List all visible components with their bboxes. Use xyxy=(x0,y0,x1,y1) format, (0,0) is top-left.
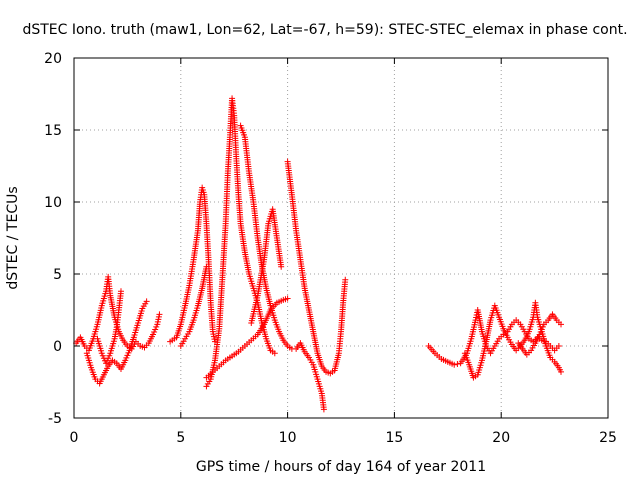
series-sat-i xyxy=(248,206,285,326)
data-point xyxy=(150,331,157,338)
series-sat-c xyxy=(94,288,124,367)
data-point xyxy=(472,317,479,324)
data-point xyxy=(278,263,285,270)
data-point xyxy=(156,311,163,318)
data-point xyxy=(103,360,110,367)
y-tick-label: -5 xyxy=(48,411,62,427)
data-point xyxy=(152,326,159,333)
series-sat-j xyxy=(284,158,349,377)
data-point xyxy=(143,298,150,305)
x-tick-label: 5 xyxy=(176,430,185,446)
y-axis-label: dSTEC / TECUs xyxy=(5,186,21,289)
data-point xyxy=(536,331,543,338)
data-point xyxy=(539,323,546,330)
x-axis-label: GPS time / hours of day 164 of year 2011 xyxy=(196,459,486,475)
data-point xyxy=(153,323,160,330)
data-point xyxy=(106,352,113,359)
data-point xyxy=(538,326,545,333)
data-point xyxy=(154,321,161,328)
axis-ticks: 0 5 10 15 20 25 -5 0 5 10 15 20 xyxy=(44,51,617,446)
series-sat-l xyxy=(461,299,565,381)
y-tick-label: 10 xyxy=(44,195,62,211)
x-tick-label: 20 xyxy=(492,430,510,446)
data-point xyxy=(211,336,218,343)
data-point xyxy=(117,288,124,295)
data-point xyxy=(125,349,132,356)
data-point xyxy=(98,350,105,357)
x-tick-label: 0 xyxy=(70,430,79,446)
data-point xyxy=(558,368,565,375)
data-point xyxy=(203,263,210,270)
series-sat-h xyxy=(203,295,291,381)
series-sat-b xyxy=(83,298,150,387)
data-point xyxy=(209,328,216,335)
data-point xyxy=(473,314,480,321)
data-point xyxy=(210,331,217,338)
data-point xyxy=(454,361,461,367)
x-tick-label: 15 xyxy=(385,430,403,446)
y-tick-label: 5 xyxy=(53,267,62,283)
series-sat-m xyxy=(515,311,565,358)
data-point xyxy=(320,406,327,413)
y-tick-label: 20 xyxy=(44,51,62,67)
series-sat-d xyxy=(167,184,218,345)
data-point xyxy=(122,357,129,364)
x-tick-label: 25 xyxy=(599,430,617,446)
data-point xyxy=(342,276,349,283)
data-point xyxy=(284,295,291,302)
data-point xyxy=(123,354,130,361)
data-point xyxy=(155,316,162,323)
data-point xyxy=(124,352,131,359)
data-point xyxy=(271,350,278,357)
data-point xyxy=(154,318,161,325)
plot-frame xyxy=(73,57,609,419)
data-point xyxy=(451,361,458,368)
data-point xyxy=(105,355,112,362)
data-point xyxy=(151,328,158,335)
y-tick-label: 15 xyxy=(44,123,62,139)
data-point xyxy=(210,333,217,340)
data-point xyxy=(104,357,111,364)
data-point xyxy=(558,321,565,328)
data-point xyxy=(537,328,544,335)
y-tick-label: 0 xyxy=(53,339,62,355)
data-point xyxy=(155,313,162,320)
series-sat-e xyxy=(177,263,210,349)
x-tick-label: 10 xyxy=(279,430,297,446)
data-point xyxy=(99,352,106,359)
data-point xyxy=(555,343,562,349)
data-points xyxy=(73,95,565,413)
chart-title: dSTEC Iono. truth (maw1, Lon=62, Lat=-67… xyxy=(22,22,627,38)
